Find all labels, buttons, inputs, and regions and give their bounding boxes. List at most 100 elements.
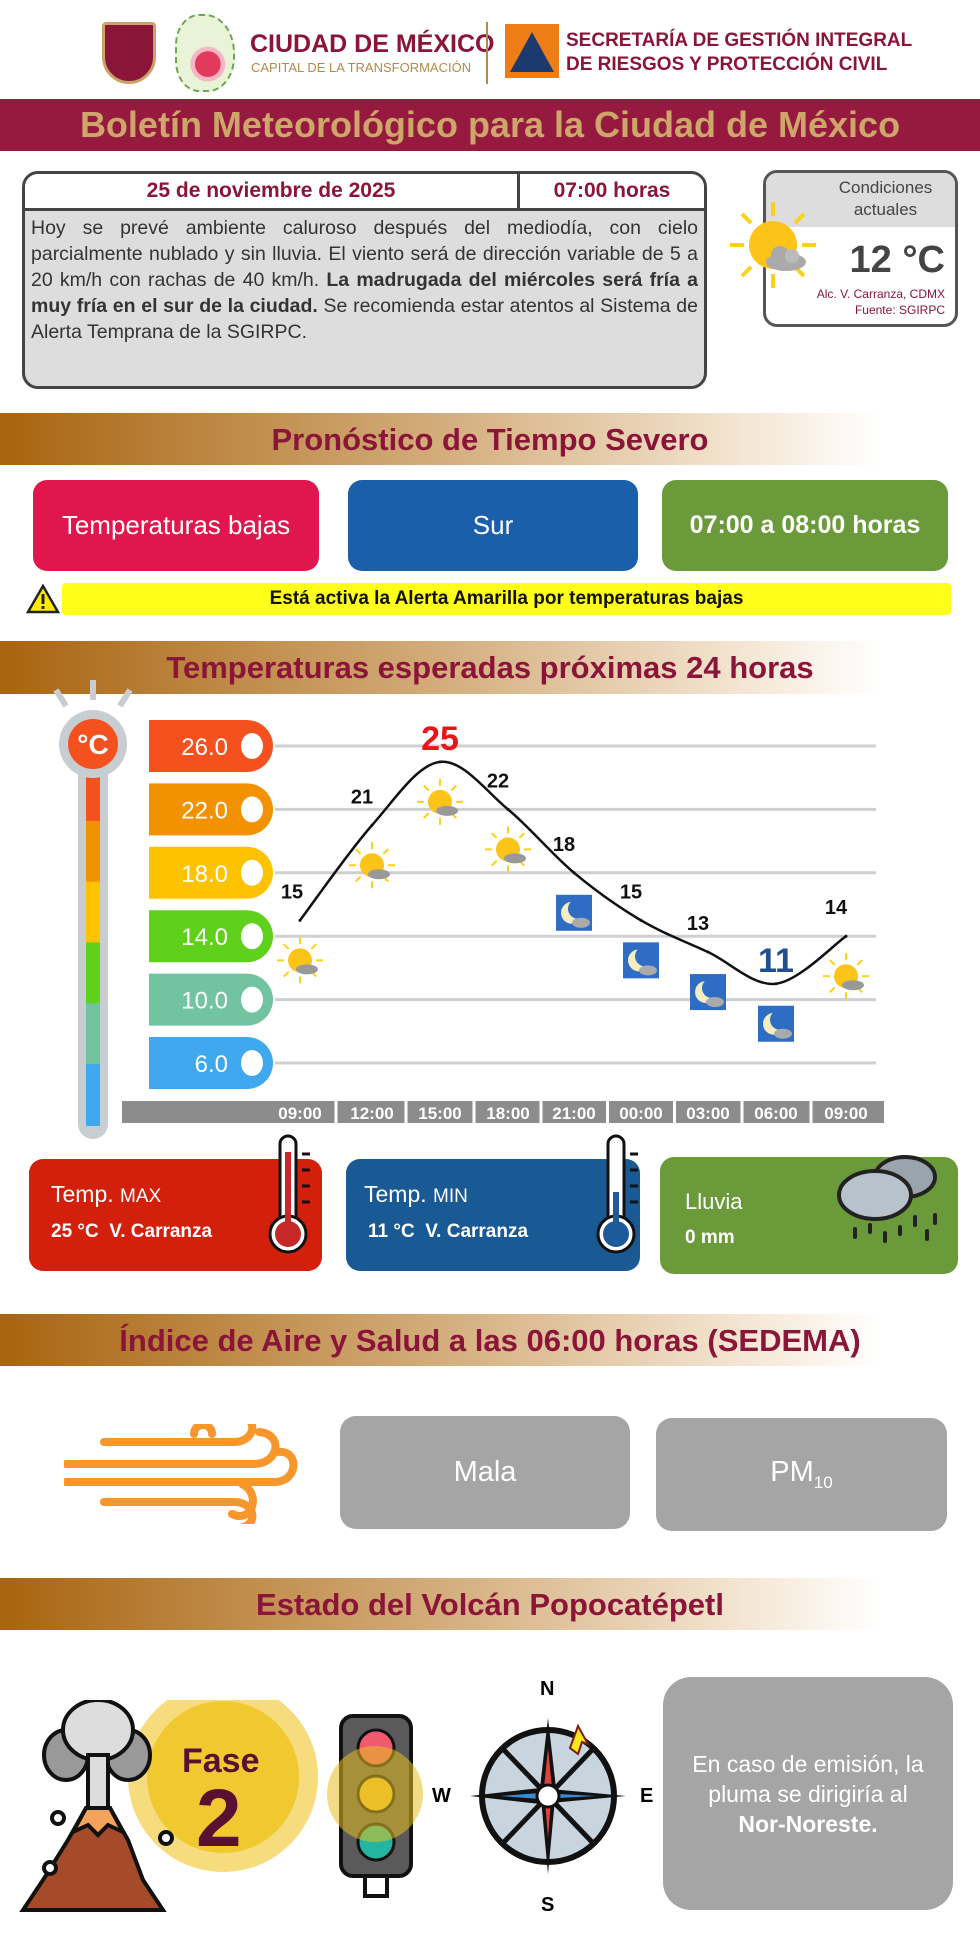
x-tick-label: 03:00 xyxy=(686,1104,729,1123)
y-tick-pill-edge xyxy=(149,720,152,772)
y-tick-pill xyxy=(152,973,273,1026)
data-label: 13 xyxy=(687,913,709,935)
y-tick-pill-edge xyxy=(149,973,152,1026)
header-divider xyxy=(486,22,488,84)
sun-ray xyxy=(310,943,317,950)
bulletin-text: Hoy se prevé ambiente caluroso después d… xyxy=(31,217,698,343)
x-tick-label: 00:00 xyxy=(619,1104,662,1123)
bulletin-date: 25 de noviembre de 2025 xyxy=(25,174,520,208)
y-tick-pill xyxy=(152,720,273,772)
air-section-header: Índice de Aire y Salud a las 06:00 horas… xyxy=(0,1314,980,1366)
temps-title: Temperaturas esperadas próximas 24 horas xyxy=(166,650,814,685)
city-name: CIUDAD DE MÉXICO xyxy=(250,30,495,58)
rain-value: 0 mm xyxy=(685,1227,735,1248)
current-temp: 12 °C xyxy=(849,239,945,281)
compass-icon xyxy=(470,1718,626,1874)
y-tick-pill-edge xyxy=(149,846,152,899)
thermometer-ray xyxy=(117,688,133,708)
data-point xyxy=(438,760,442,764)
severe-title: Pronóstico de Tiempo Severo xyxy=(271,421,709,457)
pollutant-text: PM10 xyxy=(770,1456,833,1492)
sun-ray xyxy=(423,812,430,819)
alert-text: Está activa la Alerta Amarilla por tempe… xyxy=(269,588,744,609)
data-point xyxy=(639,918,643,922)
cloud-shape xyxy=(436,805,458,816)
sun-ray xyxy=(283,943,290,950)
x-axis-bar xyxy=(122,1101,884,1123)
moon-shadow xyxy=(770,1009,790,1030)
compass-south: S xyxy=(541,1894,555,1916)
y-tick-dot xyxy=(241,733,263,759)
plume-direction-arrow xyxy=(568,1723,591,1756)
moon-cloud-icon xyxy=(690,974,726,1011)
plume-text: En caso de emisión, la pluma se dirigirí… xyxy=(692,1750,924,1837)
volcano-title: Estado del Volcán Popocatépetl xyxy=(256,1586,724,1622)
temperature-chart: °C 26.0 22.0 18.0 14.0 10.0 6.0 09:00 12:00 15:00… xyxy=(53,680,884,1139)
y-tick-dot xyxy=(241,986,263,1013)
sun-ray xyxy=(829,959,836,966)
air-quality-badge: Mala xyxy=(340,1416,630,1529)
data-label: 21 xyxy=(351,786,373,808)
compass-north: N xyxy=(540,1678,555,1700)
moon-cloud-icon xyxy=(556,894,592,931)
y-tick-pill-edge xyxy=(149,1037,152,1089)
cloud-shape xyxy=(296,964,318,975)
thermometer-cold-icon xyxy=(596,1132,646,1265)
data-label: 15 xyxy=(281,881,303,903)
traffic-light-yellow-icon xyxy=(327,1714,423,1898)
zone-badge: Sur xyxy=(348,480,638,571)
y-tick-pill-edge xyxy=(149,783,152,836)
sun-ray xyxy=(491,832,498,839)
y-tick-dot xyxy=(241,796,263,823)
phase-number: 2 xyxy=(196,1773,242,1864)
y-tick-label: 26.0 xyxy=(181,734,228,761)
current-location: Alc. V. Carranza, CDMX xyxy=(816,287,945,301)
page-title: Boletín Meteorológico para la Ciudad de … xyxy=(79,104,901,145)
unit-badge: °C xyxy=(77,729,108,760)
temperature-line xyxy=(299,760,847,986)
thermometer-band xyxy=(86,1064,100,1126)
sun-cloud-icon xyxy=(277,937,323,984)
bulletin-time: 07:00 horas xyxy=(553,179,671,202)
sun-ray xyxy=(382,848,389,855)
data-label: 18 xyxy=(553,834,575,856)
plume-direction-box: En caso de emisión, la pluma se dirigirí… xyxy=(663,1677,953,1910)
agency-name-2: DE RIESGOS Y PROTECCIÓN CIVIL xyxy=(566,54,888,75)
x-tick-label: 09:00 xyxy=(278,1104,321,1123)
sun-cloud-icon xyxy=(728,200,818,290)
proteccion-civil-logo xyxy=(505,24,559,78)
cloud-shape xyxy=(639,965,657,976)
cloud-shape xyxy=(504,853,526,864)
volcano-section-header: Estado del Volcán Popocatépetl xyxy=(0,1578,980,1630)
sun-ray xyxy=(450,784,457,792)
agency-name-1: SECRETARÍA DE GESTIÓN INTEGRAL xyxy=(566,30,913,51)
min-label: Temp. xyxy=(364,1181,427,1207)
thermometer-band xyxy=(86,1003,100,1066)
moon-cloud-icon xyxy=(623,942,659,979)
rain-card: Lluvia 0 mm xyxy=(660,1155,958,1274)
data-point xyxy=(572,871,576,875)
phase-label: Fase xyxy=(182,1742,260,1780)
max-label: Temp. xyxy=(51,1181,114,1207)
moon-shadow xyxy=(568,898,588,919)
compass-west: W xyxy=(432,1785,451,1807)
title-bar: Boletín Meteorológico para la Ciudad de … xyxy=(0,99,980,151)
phenomenon-badge: Temperaturas bajas xyxy=(33,480,319,571)
y-tick-pill xyxy=(152,1037,273,1089)
bulletin-box: 25 de noviembre de 2025 07:00 horas Hoy … xyxy=(22,171,707,389)
wind-icon xyxy=(64,1424,298,1524)
data-point xyxy=(298,918,302,922)
data-point xyxy=(774,982,778,986)
sun-ray xyxy=(829,986,836,994)
thermometer-band xyxy=(86,881,100,944)
max-temp-card: Temp. MAX 25 °C V. Carranza xyxy=(29,1159,322,1271)
thermometer-band xyxy=(86,942,100,1005)
min-value: 11 °C V. Carranza xyxy=(368,1221,529,1242)
sun-ray xyxy=(518,832,525,839)
y-tick-label: 18.0 xyxy=(181,861,228,888)
sun-ray xyxy=(355,875,362,883)
y-tick-label: 6.0 xyxy=(195,1051,228,1078)
thermometer-band xyxy=(86,820,100,883)
moon-cloud-icon xyxy=(758,1005,794,1042)
data-label: 15 xyxy=(620,881,642,903)
